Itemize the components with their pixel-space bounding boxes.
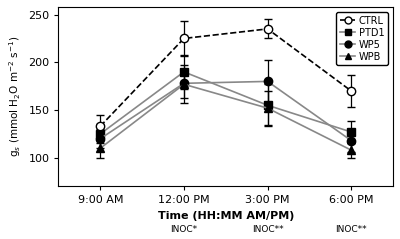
Text: INOC*: INOC* — [170, 225, 198, 234]
Text: INOC**: INOC** — [336, 225, 367, 234]
Text: INOC**: INOC** — [252, 225, 283, 234]
X-axis label: Time (HH:MM AM/PM): Time (HH:MM AM/PM) — [158, 211, 294, 221]
Legend: CTRL, PTD1, WP5, WPB: CTRL, PTD1, WP5, WPB — [336, 12, 388, 65]
Y-axis label: g$_s$ (mmol H$_2$O m$^{-2}$ s$^{-1}$): g$_s$ (mmol H$_2$O m$^{-2}$ s$^{-1}$) — [7, 36, 23, 157]
